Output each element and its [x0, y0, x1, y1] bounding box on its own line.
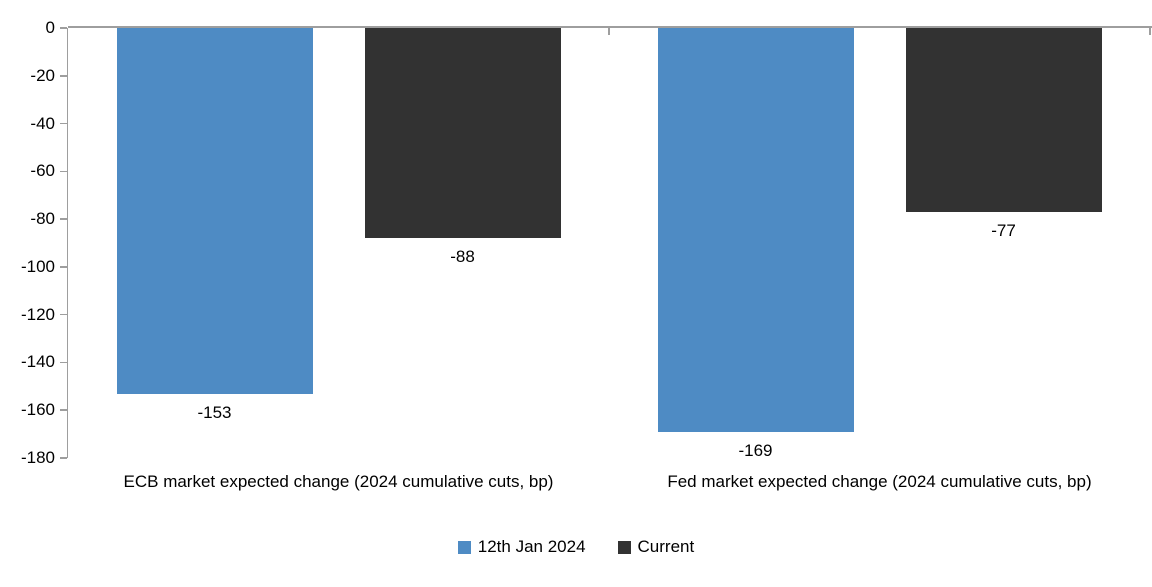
y-axis-tick-label: -120: [20, 304, 55, 324]
y-axis-tick-label: -80: [30, 209, 55, 229]
y-axis-tick-label: -20: [30, 65, 55, 85]
category-axis-label: ECB market expected change (2024 cumulat…: [123, 472, 554, 491]
y-axis-tick-label: -100: [20, 256, 55, 276]
y-axis-tick: [60, 170, 67, 173]
legend-item: 12th Jan 2024: [457, 537, 586, 556]
legend-swatch-icon: [617, 540, 631, 554]
y-axis-tick-label: -140: [20, 352, 55, 372]
legend-label: Current: [637, 537, 695, 556]
y-axis-tick: [60, 75, 67, 77]
y-axis-tick: [60, 361, 67, 364]
bar-data-label: -153: [197, 402, 232, 422]
legend-swatch-icon: [457, 540, 471, 554]
bar-data-label: -88: [450, 247, 475, 267]
y-axis-tick: [60, 457, 67, 459]
bar: [116, 28, 313, 394]
category-axis-tick: [1149, 28, 1151, 35]
y-axis-tick-label: 0: [45, 18, 55, 37]
x-axis-line: [68, 26, 1152, 28]
y-axis-tick: [60, 218, 67, 220]
y-axis-tick: [60, 27, 67, 29]
y-axis-tick: [60, 266, 67, 268]
y-axis-tick: [60, 122, 67, 125]
category-axis-tick: [608, 28, 610, 35]
bar-data-label: -169: [738, 440, 773, 460]
y-axis-tick: [60, 313, 67, 316]
y-axis-tick-label: -60: [30, 161, 55, 181]
y-axis-tick: [60, 409, 67, 411]
y-axis-line: [66, 28, 68, 458]
bar: [657, 28, 854, 432]
y-axis-tick-label: -180: [20, 448, 55, 467]
bar-data-label: -77: [991, 220, 1016, 240]
y-axis-tick-label: -40: [30, 113, 55, 133]
category-axis-label: Fed market expected change (2024 cumulat…: [667, 472, 1092, 491]
chart-legend: 12th Jan 2024 Current: [0, 538, 1152, 556]
legend-label: 12th Jan 2024: [477, 537, 586, 556]
bar: [364, 28, 561, 239]
legend-item: Current: [617, 537, 695, 556]
y-axis-tick-label: -160: [20, 400, 55, 420]
bar: [905, 28, 1102, 212]
